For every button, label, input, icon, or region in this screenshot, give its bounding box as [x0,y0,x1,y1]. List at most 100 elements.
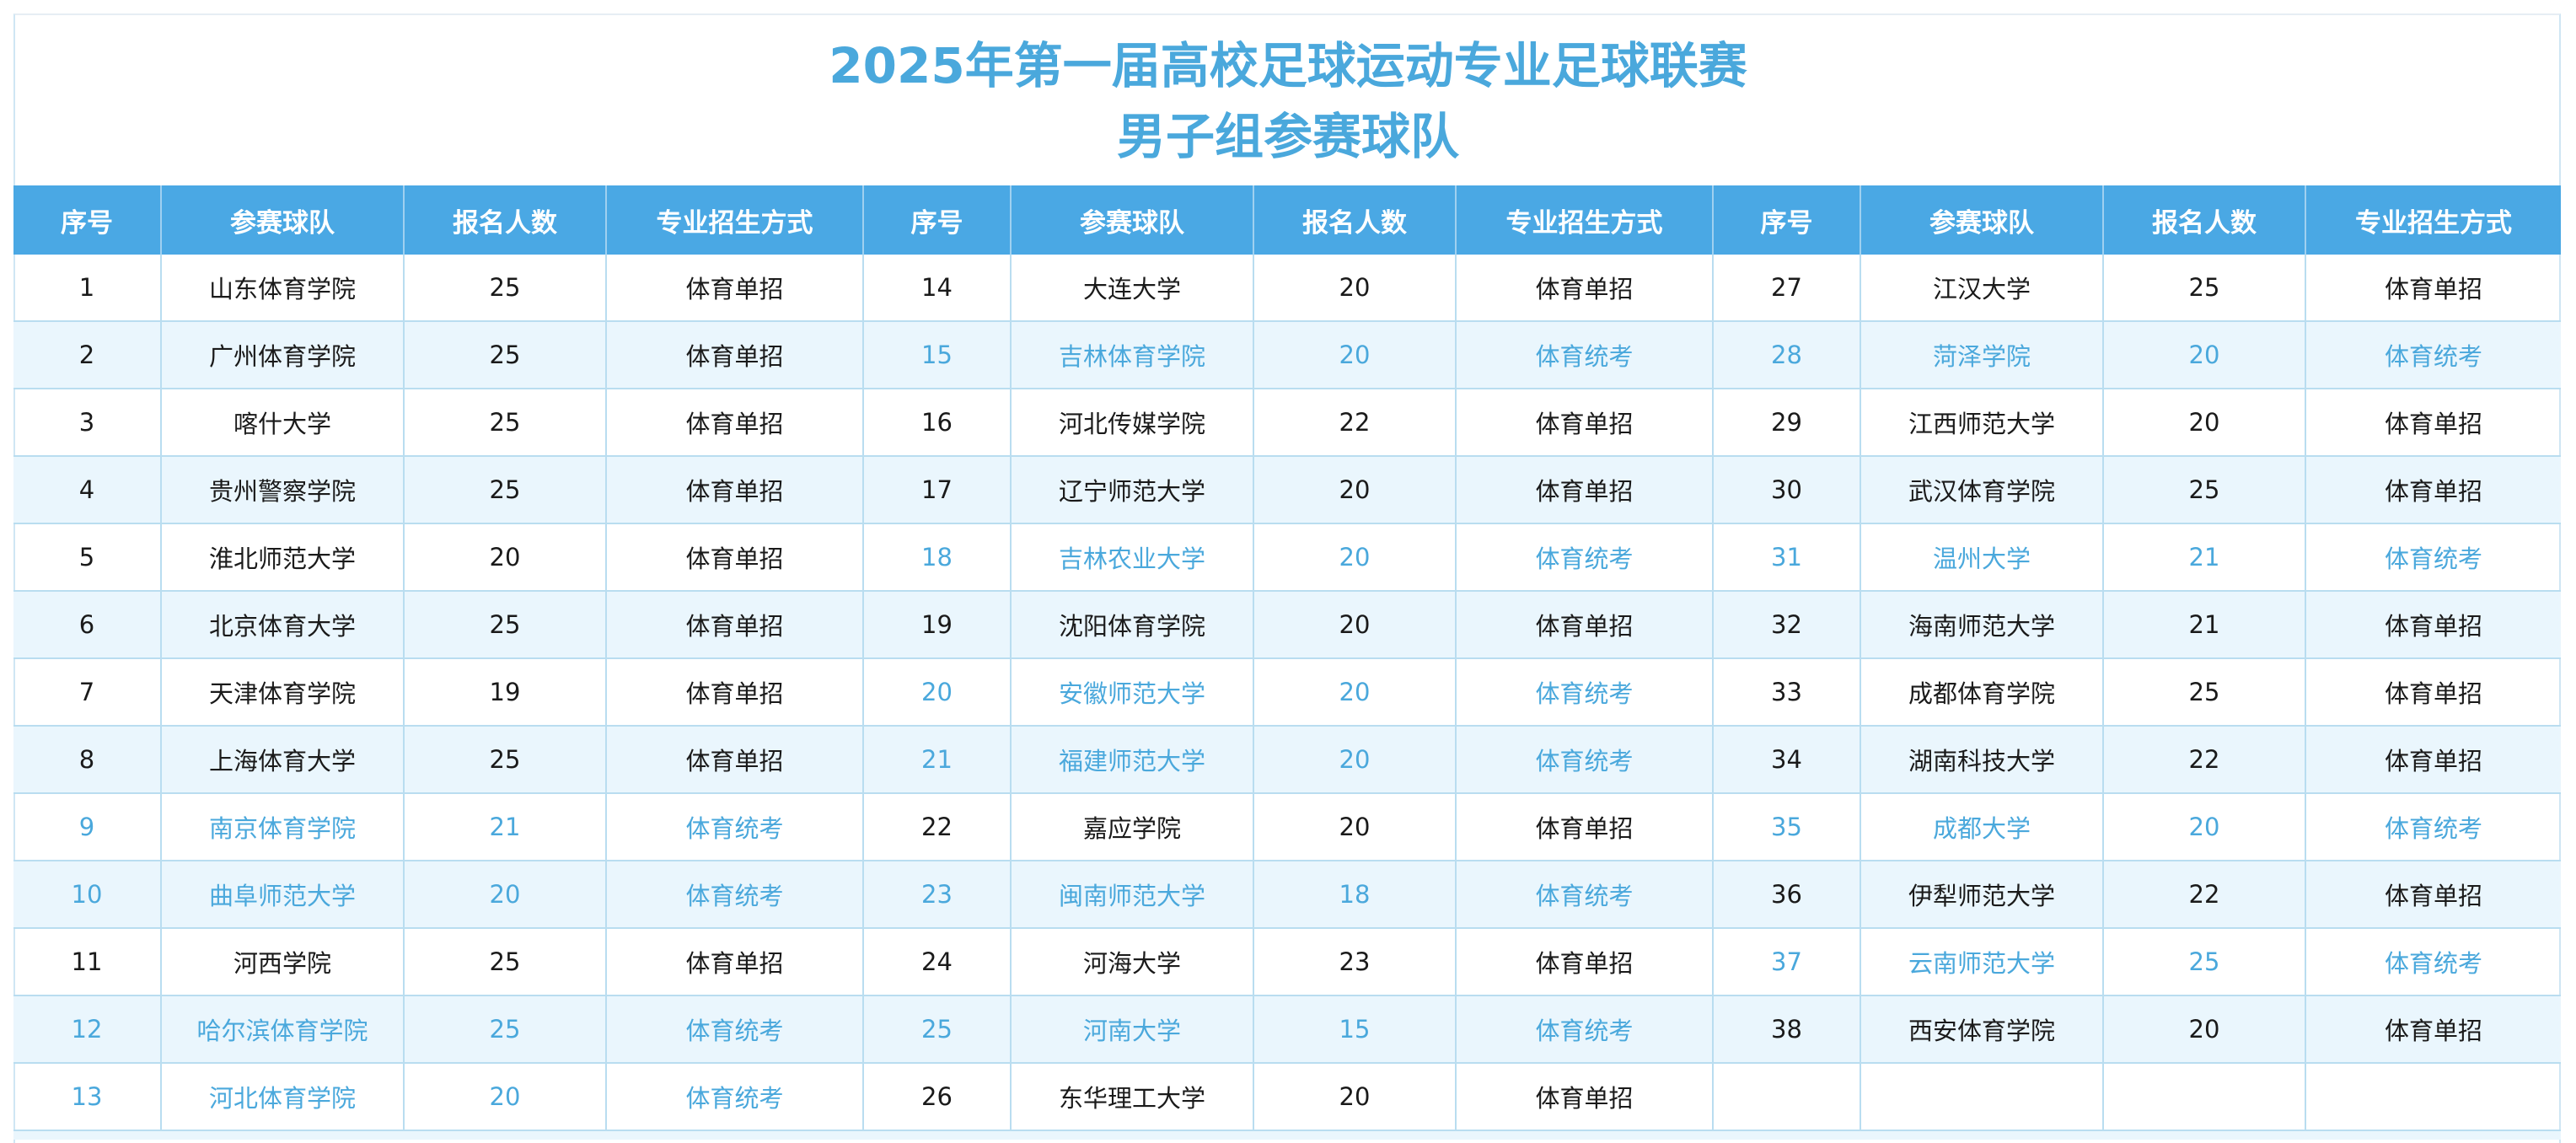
table-row: 3 喀什大学 25 体育单招 16 河北传媒学院 22 体育单招 29 江西师范大学 20 体育单招 [13,389,2561,457]
table-body: 1 山东体育学院 25 体育单招 14 大连大学 20 体育单招 27 江汉大学 25 体育单招 2 广州… [13,255,2561,1131]
cell-team: 河北传媒学院 [1011,389,1254,457]
cell-index: 16 [863,389,1012,457]
cell-count: 20 [1253,523,1457,592]
cell-index: 21 [863,726,1012,794]
table-row: 8 上海体育大学 25 体育单招 21 福建师范大学 20 体育统考 34 湖南科技大学 22 体育单… [13,726,2561,794]
header-index: 序号 [13,185,162,255]
cell-count: 22 [2103,726,2306,794]
cell-index: 23 [863,861,1012,929]
cell-team: 河北体育学院 [161,1063,405,1131]
cell-index: 28 [1713,321,1861,389]
cell-team: 沈阳体育学院 [1011,591,1254,659]
cell-index: 12 [13,995,162,1064]
cell-admission: 体育单招 [606,726,864,794]
header-count: 报名人数 [2103,185,2306,255]
table-row: 11 河西学院 25 体育单招 24 河海大学 23 体育单招 37 云南师范大学 25 体育统考 [13,928,2561,996]
table-row: 1 山东体育学院 25 体育单招 14 大连大学 20 体育单招 27 江汉大学 25 体育单招 [13,255,2561,322]
cell-admission: 体育统考 [2305,523,2561,592]
cell-index: 33 [1713,658,1861,727]
cell-count: 25 [404,255,607,322]
cell-admission: 体育统考 [1456,321,1714,389]
cell-admission: 体育单招 [606,591,864,659]
cell-team: 吉林农业大学 [1011,523,1254,592]
cell-admission: 体育单招 [606,255,864,322]
header-team: 参赛球队 [1860,185,2104,255]
cell-admission: 体育单招 [2305,255,2561,322]
cell-index: 22 [863,793,1012,861]
cell-index: 19 [863,591,1012,659]
cell-count: 25 [2103,255,2306,322]
cell-index: 3 [13,389,162,457]
table-row: 5 淮北师范大学 20 体育单招 18 吉林农业大学 20 体育统考 31 温州大学 21 体育统考 [13,523,2561,592]
cell-count [2103,1063,2306,1131]
cell-team: 河南大学 [1011,995,1254,1064]
table-bottom-strip [13,1131,2561,1140]
cell-team: 成都大学 [1860,793,2104,861]
cell-admission: 体育统考 [606,793,864,861]
cell-count: 20 [404,861,607,929]
header-team: 参赛球队 [161,185,405,255]
cell-team: 淮北师范大学 [161,523,405,592]
cell-admission: 体育统考 [1456,726,1714,794]
cell-count: 20 [1253,658,1457,727]
cell-index: 25 [863,995,1012,1064]
cell-index: 29 [1713,389,1861,457]
page-subtitle: 男子组参赛球队 [1116,108,1459,165]
cell-team: 闽南师范大学 [1011,861,1254,929]
cell-count: 25 [404,726,607,794]
cell-index: 15 [863,321,1012,389]
cell-index: 13 [13,1063,162,1131]
cell-admission: 体育单招 [606,523,864,592]
cell-index: 6 [13,591,162,659]
cell-count: 25 [2103,456,2306,524]
table-row: 6 北京体育大学 25 体育单招 19 沈阳体育学院 20 体育单招 32 海南师范大学 21 体育单… [13,591,2561,659]
cell-admission: 体育单招 [2305,861,2561,929]
cell-count: 20 [2103,995,2306,1064]
cell-count: 18 [1253,861,1457,929]
cell-admission: 体育单招 [606,389,864,457]
cell-team: 辽宁师范大学 [1011,456,1254,524]
cell-count: 20 [1253,726,1457,794]
cell-team: 海南师范大学 [1860,591,2104,659]
cell-index: 27 [1713,255,1861,322]
cell-team: 上海体育大学 [161,726,405,794]
cell-index: 30 [1713,456,1861,524]
cell-count: 25 [404,389,607,457]
cell-index: 8 [13,726,162,794]
cell-team: 西安体育学院 [1860,995,2104,1064]
cell-count: 25 [404,928,607,996]
cell-team: 武汉体育学院 [1860,456,2104,524]
table-row: 2 广州体育学院 25 体育单招 15 吉林体育学院 20 体育统考 28 菏泽学院 20 体育统考 [13,321,2561,389]
cell-team: 北京体育大学 [161,591,405,659]
cell-count: 25 [404,995,607,1064]
cell-count: 25 [404,321,607,389]
cell-admission: 体育单招 [1456,255,1714,322]
cell-admission: 体育单招 [606,321,864,389]
cell-team: 天津体育学院 [161,658,405,727]
cell-count: 20 [1253,591,1457,659]
cell-team: 贵州警察学院 [161,456,405,524]
cell-count: 25 [404,456,607,524]
cell-count: 20 [1253,255,1457,322]
cell-index: 37 [1713,928,1861,996]
cell-count: 22 [2103,861,2306,929]
cell-admission: 体育单招 [2305,389,2561,457]
cell-index: 32 [1713,591,1861,659]
cell-admission: 体育单招 [2305,995,2561,1064]
cell-admission: 体育统考 [1456,861,1714,929]
cell-index: 9 [13,793,162,861]
cell-admission: 体育统考 [1456,995,1714,1064]
header-index: 序号 [863,185,1012,255]
cell-index: 20 [863,658,1012,727]
cell-count: 20 [1253,793,1457,861]
teams-table: 序号 参赛球队 报名人数 专业招生方式 序号 参赛球队 报名人数 专业招生方式 … [13,185,2561,1131]
cell-index: 1 [13,255,162,322]
cell-admission: 体育单招 [2305,456,2561,524]
cell-team: 成都体育学院 [1860,658,2104,727]
cell-team: 山东体育学院 [161,255,405,322]
cell-count: 21 [404,793,607,861]
cell-team: 江汉大学 [1860,255,2104,322]
cell-admission: 体育单招 [2305,726,2561,794]
cell-count: 21 [2103,591,2306,659]
cell-admission: 体育单招 [1456,456,1714,524]
